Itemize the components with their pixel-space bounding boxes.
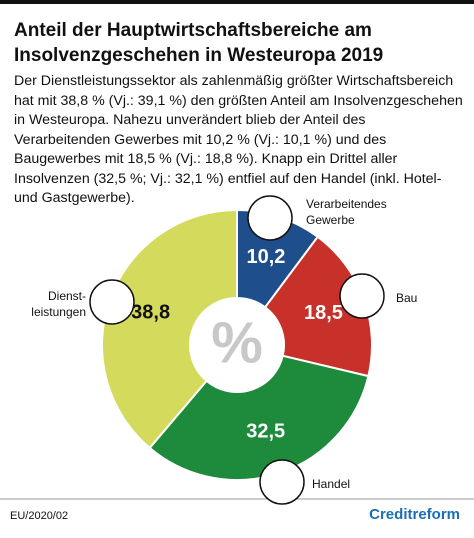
chart-subtitle: Der Dienstleistungssektor als zahlenmäßi…: [14, 73, 463, 206]
top-rule: [0, 0, 474, 4]
source: EU/2020/02: [10, 510, 69, 522]
value-label: 10,2: [247, 246, 286, 268]
pie-slice: [148, 354, 370, 481]
category-label: Dienst- leistungen: [31, 289, 86, 319]
pie-slice: [263, 235, 373, 378]
value-label: 32,5: [246, 421, 285, 443]
icon: [89, 279, 135, 325]
category-label: Handel: [312, 477, 351, 491]
icon: [339, 273, 385, 319]
center-label: %: [211, 310, 263, 375]
icon: [259, 459, 305, 505]
pie-slice: [101, 208, 238, 450]
value-label: 38,8: [131, 302, 170, 324]
chart-title: Anteil der Hauptwirtschaftsbereiche am I…: [14, 20, 384, 66]
category-label: Bau: [396, 291, 418, 305]
category-label: Verarbeitendes Gewerbe: [306, 197, 387, 227]
brand: Creditreform: [369, 506, 460, 523]
value-label: 18,5: [304, 302, 343, 324]
icon: [247, 195, 293, 241]
